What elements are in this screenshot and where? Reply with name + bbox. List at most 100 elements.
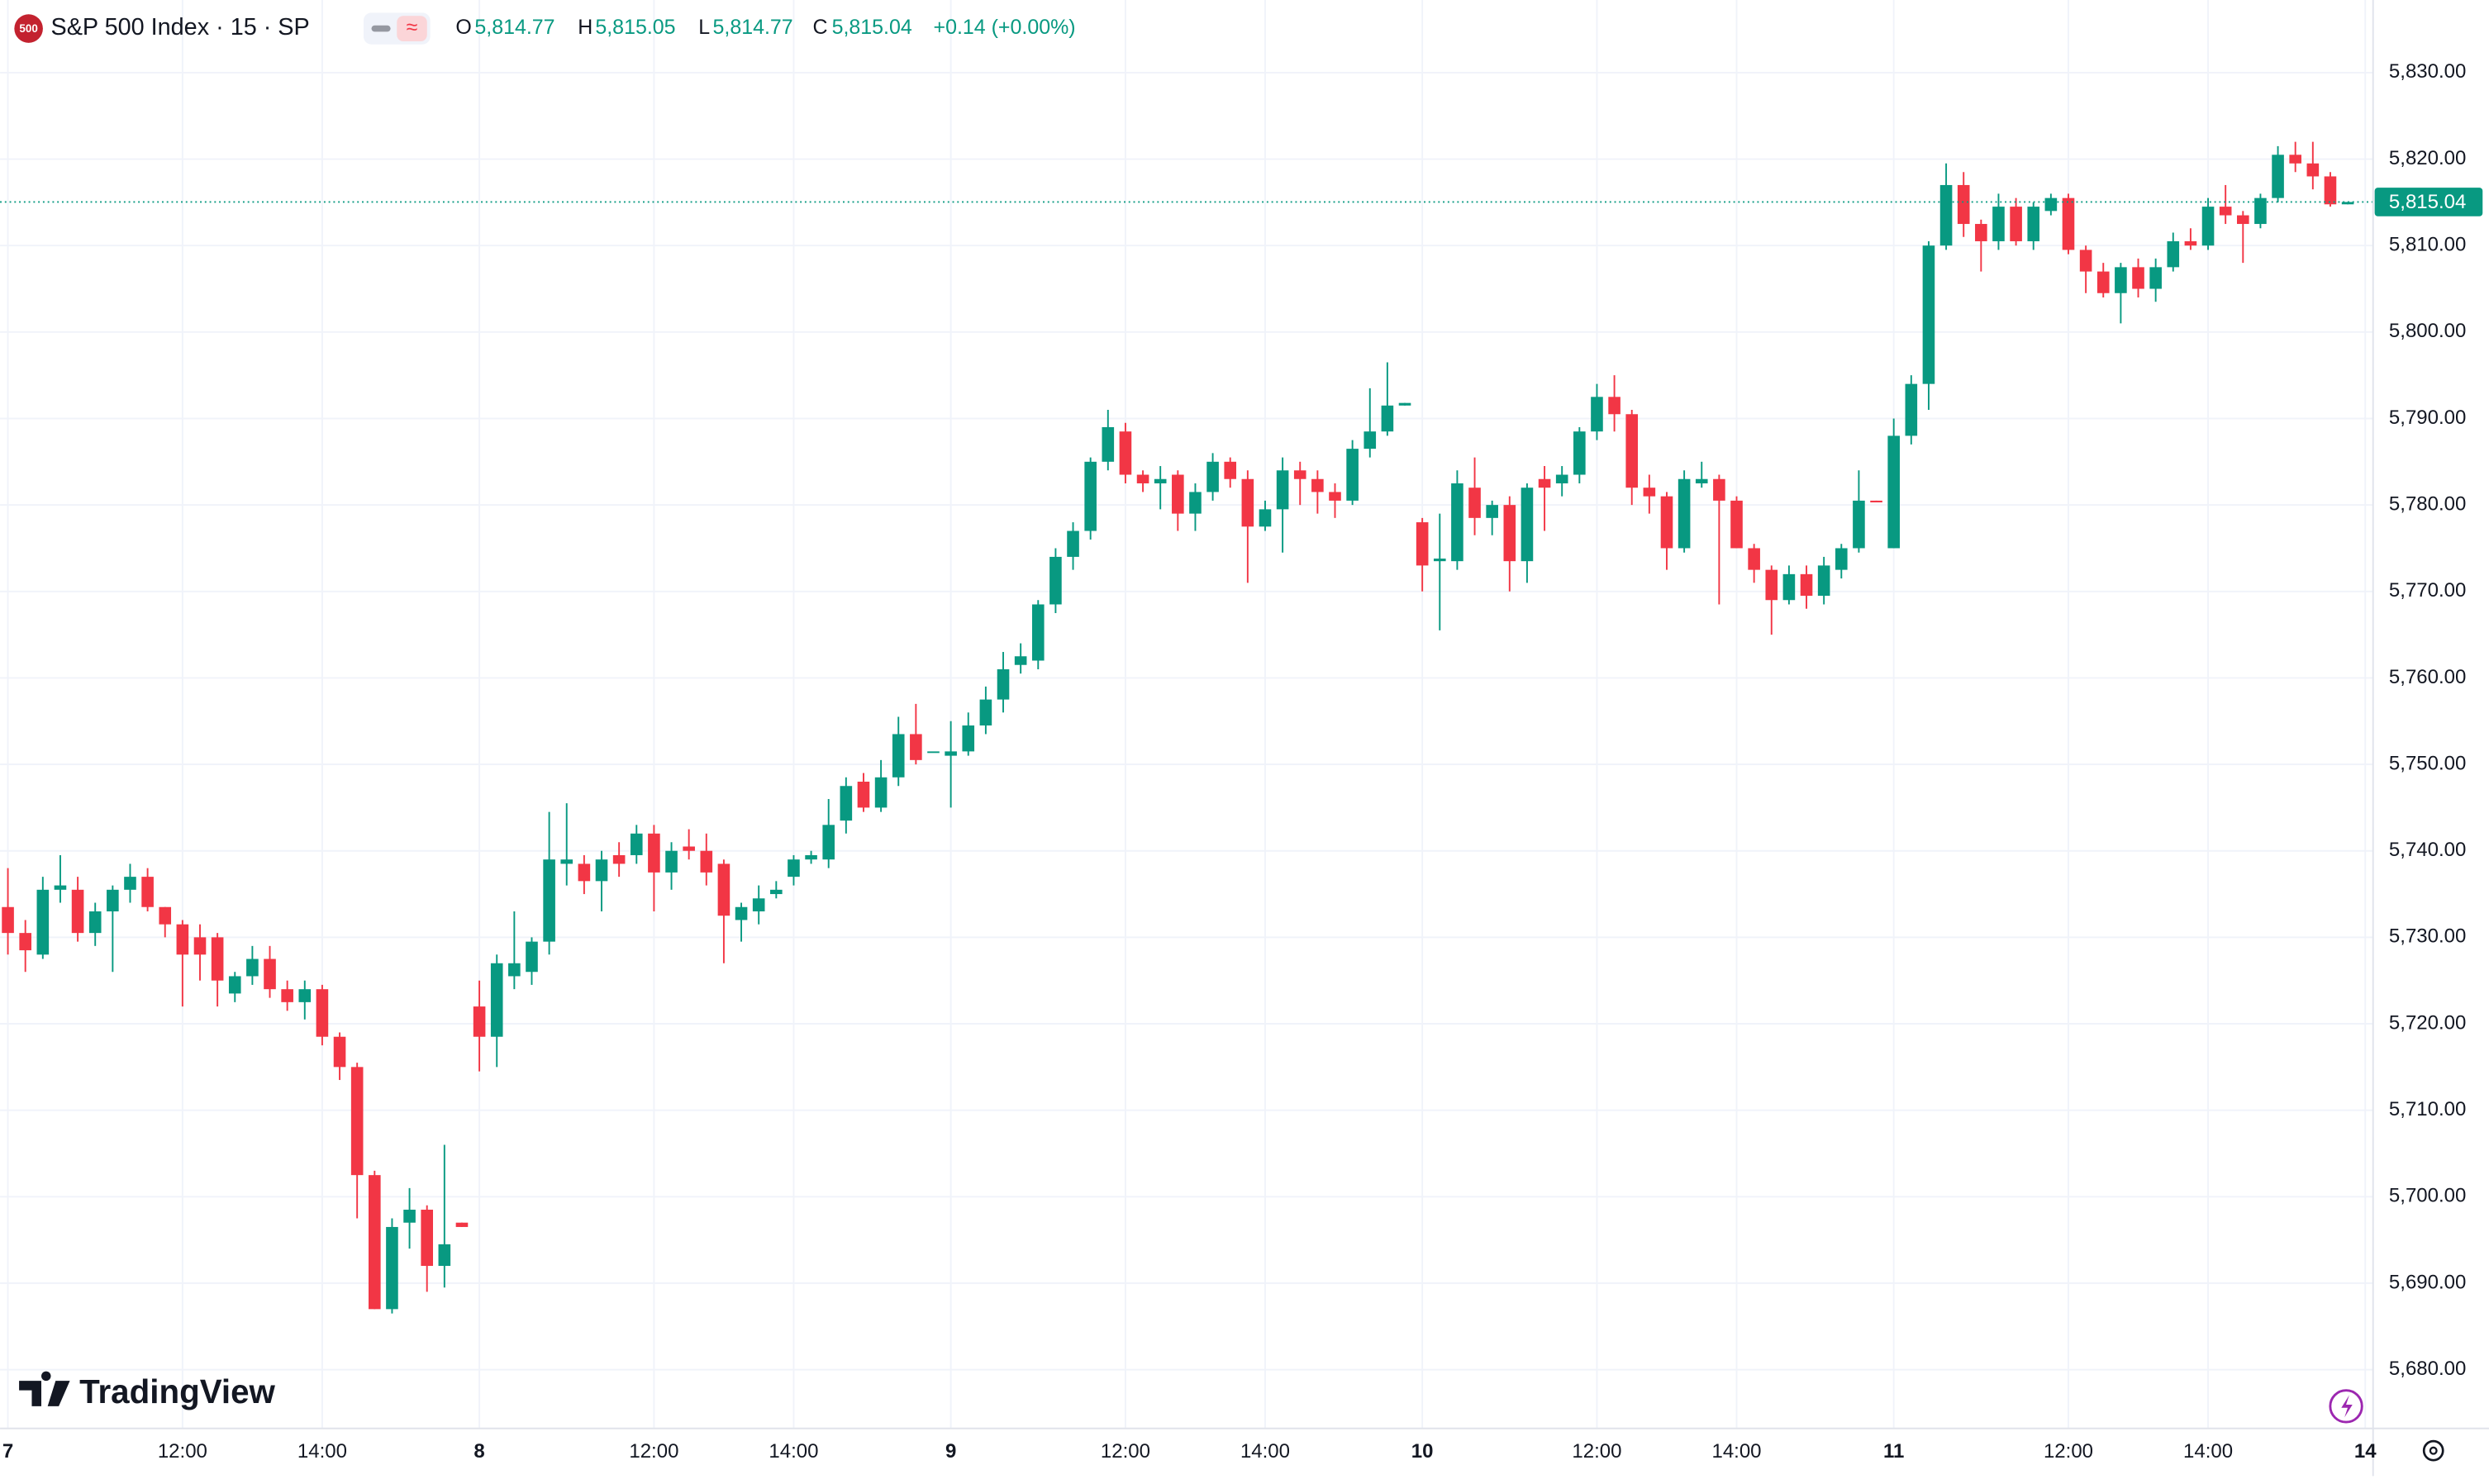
candle-body [1730,500,1743,549]
watermark-logo [19,1371,70,1406]
y-tick-label: 5,780.00 [2389,492,2466,515]
candle-body [2167,240,2180,268]
candle-body [1136,474,1149,483]
candle-body [1573,431,1586,475]
candle-body [1853,500,1865,549]
candle-body [1713,478,1725,501]
high-value: 5,815.05 [595,16,675,39]
candle-body [1748,548,1760,570]
candle-body [490,963,503,1037]
compare-icon[interactable]: ≈ [407,16,418,39]
compare-icon-bg[interactable] [397,16,427,41]
grid [0,0,2373,1429]
candle-body [997,668,1010,700]
candle-body [700,850,713,873]
y-tick-label: 5,750.00 [2389,752,2466,774]
candle-body [910,734,922,760]
candle-body [770,889,783,895]
candle-body [2079,250,2092,272]
candle-body [1765,569,1778,601]
candle-body [2,906,14,934]
candles [0,141,2373,1314]
candle-body [1224,461,1237,479]
candle-body [1014,656,1027,665]
candle-body [36,889,50,955]
candle-body [1154,478,1167,483]
open-value: 5,814.77 [474,16,554,39]
candle-body [1870,500,1882,502]
candle-body [683,846,695,851]
candle-body [1416,522,1429,566]
x-tick-label: 12:00 [158,1440,207,1463]
candle-body [752,898,765,911]
candle-body [1433,559,1446,562]
candle-body [281,989,293,1002]
candle-body [1329,492,1341,501]
candle-body [1521,488,1534,562]
candle-body [350,1067,364,1176]
candle-body [979,699,992,725]
candle-body [19,933,31,951]
candle-body [1346,449,1359,501]
y-tick-label: 5,770.00 [2389,579,2466,602]
candle-body [788,859,800,878]
candle-body [1311,478,1324,492]
x-tick-label: 12:00 [629,1440,678,1463]
candle-body [630,833,643,855]
low-label: L [698,16,710,39]
candle-body [369,1175,381,1310]
y-tick-label: 5,740.00 [2389,839,2466,861]
candle-body [892,734,905,778]
symbol-logo-text: 500 [19,22,37,35]
candle-body [124,877,136,890]
candle-body [1660,496,1673,549]
candle-body [2044,197,2058,212]
x-tick-label: 10 [1411,1440,1434,1463]
candle-body [193,937,207,955]
candle-body [1992,207,2005,241]
candle-body [962,725,975,752]
candle-body [2010,207,2022,241]
candle-body [2096,271,2110,293]
candle-body [2272,155,2284,198]
candle-body [1451,483,1463,562]
hide-icon[interactable] [371,25,391,32]
x-tick-label: 14:00 [1711,1440,1761,1463]
candle-body [840,786,853,821]
candle-body [2184,240,2197,246]
candle-body [1293,470,1306,479]
candle-body [1782,573,1796,601]
candle-body [403,1210,416,1223]
y-tick-label: 5,700.00 [2389,1185,2466,1207]
settings-icon[interactable] [2422,1439,2444,1462]
replay-bolt[interactable] [2341,1395,2353,1418]
candle-body [1695,478,1708,483]
candle-body [141,877,154,907]
candle-body [1259,509,1272,527]
replay-icon[interactable] [2329,1389,2363,1424]
candle-body [1922,245,1935,384]
high-label: H [578,16,593,39]
x-tick-label: 14:00 [2183,1440,2233,1463]
symbol-title[interactable]: S&P 500 Index · 15 · SP [51,14,310,40]
settings-icon-core[interactable] [2429,1446,2438,1455]
candle-body [1276,470,1289,510]
candle-body [2289,155,2301,164]
candle-body [1905,383,1918,436]
header: 500 S&P 500 Index · 15 · SP ≈ O 5,814.77… [14,12,1076,45]
candle-body [595,859,608,882]
y-tick-label: 5,830.00 [2389,60,2466,83]
x-tick-label: 12:00 [2044,1440,2093,1463]
candle-body [665,850,678,873]
candle-body [1468,488,1481,518]
candle-body [1381,405,1394,432]
candle-body [578,863,591,882]
candle-body [1486,505,1498,518]
candle-body [2254,197,2267,225]
axes: 5,680.00 5,690.00 5,700.00 5,710.00 5,720.00… [2,60,2483,1463]
candle-body [1031,604,1045,661]
candle-body [543,859,555,942]
candle-body [508,963,521,977]
candle-body [246,958,259,977]
